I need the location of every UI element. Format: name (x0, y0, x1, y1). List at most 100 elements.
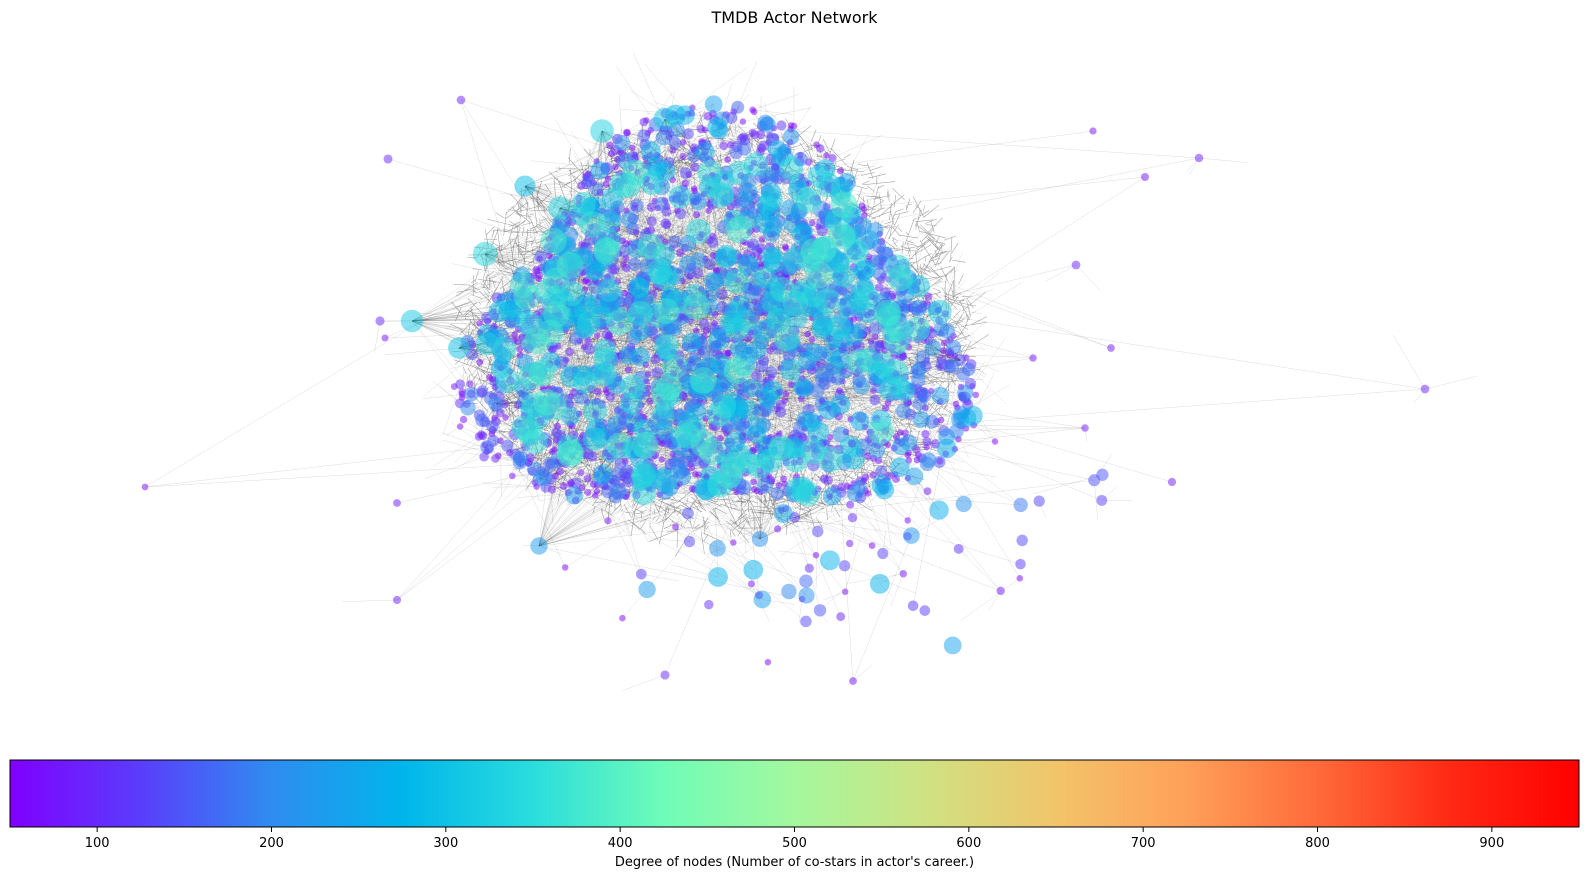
network-node (582, 174, 595, 188)
network-nodes (141, 95, 1430, 685)
network-node (774, 525, 782, 533)
network-node (795, 481, 821, 507)
network-node (605, 392, 616, 402)
network-node (683, 292, 710, 320)
network-node (778, 156, 804, 181)
network-node (854, 284, 879, 309)
network-node (392, 595, 402, 605)
network-node (747, 580, 755, 588)
network-node (606, 432, 633, 459)
network-node (813, 604, 827, 617)
network-node (571, 191, 597, 217)
network-node (800, 615, 812, 628)
network-node (815, 144, 825, 153)
network-node (686, 218, 711, 244)
colorbar-gradient (9, 759, 1580, 828)
network-node (887, 264, 914, 292)
network-node (488, 300, 511, 323)
network-node (927, 299, 952, 324)
network-node (637, 233, 664, 260)
network-node (679, 139, 687, 146)
network-node (792, 377, 812, 396)
network-node (707, 237, 719, 249)
network-node (828, 153, 837, 163)
network-node (797, 351, 817, 371)
network-node (464, 386, 479, 402)
network-node (800, 238, 828, 265)
network-node (578, 211, 606, 238)
network-node (892, 437, 910, 456)
network-node (910, 363, 926, 379)
network-node (513, 337, 522, 346)
network-node (869, 394, 881, 406)
network-node (476, 358, 484, 366)
network-node (822, 487, 842, 506)
network-node (631, 480, 656, 506)
network-node (511, 331, 518, 339)
network-node (695, 141, 715, 162)
network-node (609, 171, 636, 198)
network-node (953, 543, 964, 554)
network-node (891, 474, 900, 484)
network-node (627, 300, 653, 326)
network-node (823, 152, 830, 159)
network-node (827, 433, 834, 441)
network-node (664, 319, 682, 338)
network-node (532, 266, 541, 274)
network-node (638, 580, 656, 599)
network-node (628, 276, 649, 298)
network-node (804, 563, 814, 573)
network-node (604, 517, 612, 525)
network-node (869, 573, 890, 594)
network-node (724, 357, 752, 385)
network-node (847, 513, 858, 523)
network-node (758, 236, 766, 243)
network-node (458, 388, 466, 396)
network-node (690, 367, 717, 394)
network-node (790, 122, 798, 130)
network-node (381, 334, 389, 342)
network-node (704, 599, 714, 610)
network-node (653, 468, 678, 493)
network-node (655, 374, 682, 401)
network-node (459, 415, 468, 424)
network-node (679, 255, 696, 273)
network-node (448, 337, 470, 359)
network-node (963, 405, 983, 426)
network-node (877, 547, 889, 560)
network-node (770, 486, 785, 501)
network-node (375, 316, 385, 326)
network-node (912, 396, 927, 411)
network-node (601, 329, 612, 340)
network-node (582, 399, 608, 424)
colorbar-label: Degree of nodes (Number of co-stars in a… (615, 855, 974, 870)
network-node (924, 339, 942, 357)
network-node (755, 360, 769, 373)
network-node (827, 315, 852, 339)
network-node (830, 191, 858, 219)
network-node (931, 386, 950, 405)
network-node (668, 235, 682, 249)
network-node (690, 162, 700, 172)
network-node (809, 219, 816, 227)
network-node (805, 261, 833, 289)
network-node (939, 323, 956, 339)
network-node (654, 196, 669, 212)
network-node (748, 416, 767, 436)
network-node (905, 467, 924, 486)
network-node (743, 284, 760, 302)
network-node (1071, 260, 1081, 270)
network-node (1194, 153, 1204, 163)
network-node (683, 535, 696, 548)
network-node (933, 456, 946, 468)
network-node (627, 257, 642, 271)
network-node (631, 431, 659, 459)
network-node (646, 202, 657, 212)
network-node (513, 450, 529, 466)
network-node (480, 440, 494, 454)
network-node (904, 517, 911, 524)
network-node (1013, 497, 1028, 513)
network-node (739, 118, 747, 125)
network-node (915, 350, 931, 365)
network-node (756, 477, 773, 494)
